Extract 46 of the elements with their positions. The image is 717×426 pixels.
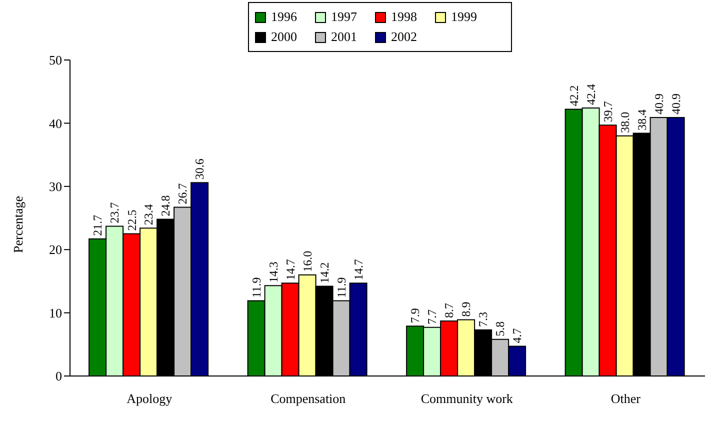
legend-label: 2001 — [331, 29, 357, 45]
data-label: 26.7 — [176, 183, 190, 204]
legend-label: 2000 — [271, 29, 297, 45]
legend-label: 1999 — [451, 9, 477, 25]
x-tick-label: Other — [610, 391, 642, 406]
data-label: 30.6 — [192, 158, 207, 180]
y-tick-label: 30 — [49, 179, 62, 194]
legend-label: 2002 — [391, 29, 417, 45]
x-tick-label: Community work — [420, 391, 514, 406]
data-label: 16.0 — [300, 250, 314, 272]
data-label: 23.4 — [142, 204, 156, 226]
y-tick-label: 10 — [49, 305, 62, 320]
data-label: 42.2 — [567, 85, 581, 106]
data-label: 7.7 — [425, 309, 440, 324]
data-label: 14.2 — [318, 262, 332, 284]
y-axis-title: Percentage — [10, 196, 26, 253]
data-label: 24.8 — [158, 195, 173, 216]
x-tick-label: Apology — [126, 391, 173, 406]
data-label: 11.9 — [250, 277, 264, 298]
data-label: 14.7 — [284, 259, 298, 280]
data-label: 22.5 — [124, 210, 139, 231]
data-label: 7.9 — [408, 308, 422, 324]
data-label: 14.7 — [352, 259, 366, 280]
y-tick-label: 0 — [56, 368, 62, 384]
data-label: 4.7 — [510, 328, 524, 344]
data-label: 39.7 — [601, 101, 615, 122]
x-tick-label: Compensation — [270, 391, 346, 406]
y-tick-label: 50 — [49, 52, 62, 68]
legend-label: 1997 — [331, 9, 357, 25]
y-tick-label: 20 — [49, 242, 62, 258]
data-label: 11.9 — [334, 277, 348, 298]
data-label: 14.3 — [266, 262, 280, 283]
data-label: 42.4 — [584, 84, 598, 106]
data-label: 8.7 — [442, 303, 456, 318]
data-label: 7.3 — [476, 312, 490, 327]
data-label: 8.9 — [459, 302, 474, 317]
data-label: 23.7 — [108, 202, 122, 224]
data-label: 5.8 — [493, 321, 508, 336]
legend-label: 1996 — [271, 9, 297, 25]
data-label: 38.4 — [635, 109, 649, 130]
data-label: 40.9 — [652, 94, 666, 115]
data-label: 40.9 — [669, 94, 683, 115]
data-label: 38.0 — [618, 112, 632, 133]
data-label: 21.7 — [90, 214, 105, 236]
y-tick-label: 40 — [49, 116, 62, 131]
legend-label: 1998 — [391, 9, 417, 25]
